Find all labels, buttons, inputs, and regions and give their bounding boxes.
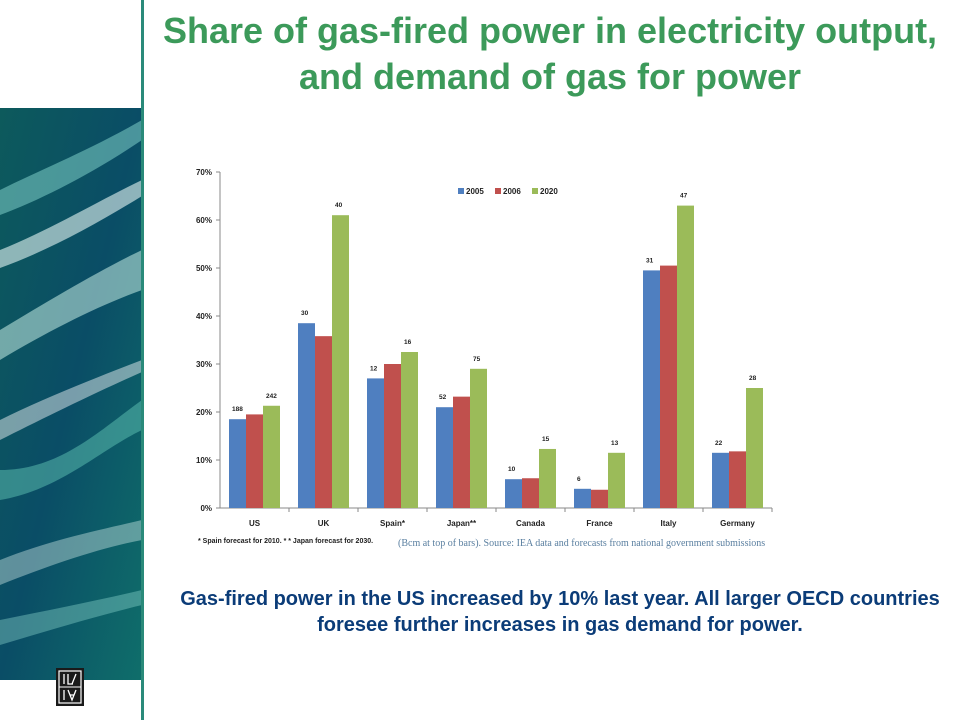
bar-2006	[660, 265, 677, 508]
legend-label: 2006	[503, 187, 521, 196]
chart-legend: 2005 2006 2020	[458, 187, 558, 196]
bar-2005	[643, 270, 660, 508]
bar-value-label: 31	[646, 257, 654, 264]
iea-logo	[56, 668, 84, 706]
sidebar-divider	[141, 0, 144, 720]
bar-value-label: 52	[439, 394, 447, 401]
x-category-label: Italy	[660, 519, 677, 528]
bar-2006	[453, 396, 470, 508]
bar-2020	[677, 205, 694, 508]
legend-swatch	[532, 188, 538, 194]
bar-value-label: 188	[232, 406, 243, 413]
bar-value-label: 47	[680, 193, 688, 200]
bar-value-label: 10	[508, 466, 516, 473]
y-tick-label: 60%	[196, 216, 212, 225]
bar-value-label: 40	[335, 202, 343, 209]
bar-2006	[522, 478, 539, 508]
bar-value-label: 15	[542, 436, 550, 443]
bar-value-label: 22	[715, 440, 723, 447]
chart-footnote: * Spain forecast for 2010. * * Japan for…	[198, 538, 374, 545]
bar-2005	[505, 479, 522, 508]
bar-2005	[298, 323, 315, 508]
bar-2020	[608, 452, 625, 508]
bar-2005	[574, 488, 591, 508]
x-category-label: Germany	[720, 519, 755, 528]
bar-2020	[470, 368, 487, 508]
bar-2020	[401, 352, 418, 508]
y-tick-label: 70%	[196, 168, 212, 177]
y-tick-label: 50%	[196, 264, 212, 273]
bar-2020	[539, 448, 556, 508]
bar-2006	[246, 414, 263, 508]
y-tick-label: 20%	[196, 408, 212, 417]
source-note: (Bcm at top of bars). Source: IEA data a…	[398, 538, 766, 549]
x-category-label: Spain*	[380, 519, 406, 528]
bar-chart: 0% 10% 20% 30% 40% 50% 60% 70% 188 242 30 40 12 16 52…	[196, 168, 773, 528]
bar-2006	[591, 489, 608, 508]
y-tick-label: 0%	[200, 504, 212, 513]
y-tick-label: 30%	[196, 360, 212, 369]
x-category-label: Canada	[516, 519, 545, 528]
y-tick-label: 40%	[196, 312, 212, 321]
bar-value-label: 30	[301, 310, 309, 317]
bar-value-labels: 188 242 30 40 12 16 52 75 10 15 6 13 31 47 22 28	[232, 193, 757, 483]
x-category-label: UK	[318, 519, 330, 528]
bar-2005	[229, 419, 246, 508]
decorative-sidebar	[0, 108, 142, 680]
bar-value-label: 6	[577, 476, 581, 483]
bar-value-label: 12	[370, 365, 378, 372]
legend-swatch	[458, 188, 464, 194]
x-axis-labels: US UK Spain* Japan** Canada France Italy German…	[249, 508, 773, 528]
bar-2020	[263, 405, 280, 508]
legend-label: 2005	[466, 187, 484, 196]
bar-value-label: 16	[404, 339, 412, 346]
bar-value-label: 28	[749, 375, 757, 382]
bar-2020	[332, 215, 349, 508]
bar-2006	[729, 451, 746, 508]
bar-2005	[436, 407, 453, 508]
bar-2005	[367, 378, 384, 508]
bar-2005	[712, 452, 729, 508]
bar-value-label: 242	[266, 393, 277, 400]
bar-value-label: 75	[473, 356, 481, 363]
slide-title: Share of gas-fired power in electricity …	[162, 10, 938, 97]
bar-2006	[384, 364, 401, 508]
y-tick-label: 10%	[196, 456, 212, 465]
legend-label: 2020	[540, 187, 558, 196]
x-category-label: Japan**	[447, 519, 477, 528]
x-category-label: US	[249, 519, 261, 528]
bars-group	[229, 205, 763, 508]
legend-swatch	[495, 188, 501, 194]
x-category-label: France	[586, 519, 613, 528]
bar-value-label: 13	[611, 440, 619, 447]
slide-caption: Gas-fired power in the US increased by 1…	[180, 588, 940, 636]
bar-2020	[746, 388, 763, 508]
bar-2006	[315, 336, 332, 508]
